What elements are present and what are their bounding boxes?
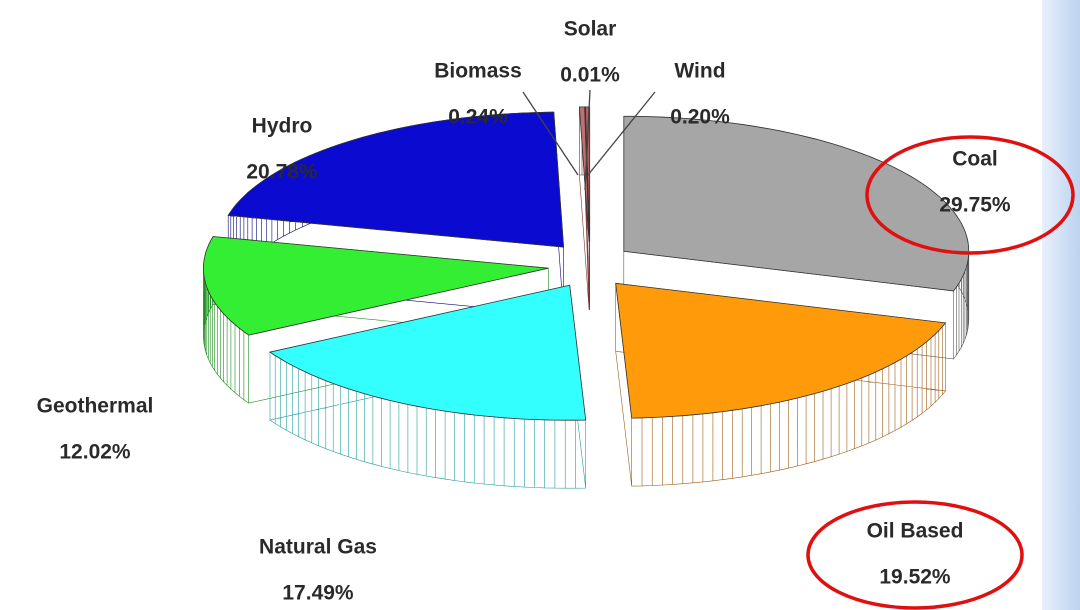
slice-label: Wind (674, 60, 725, 83)
slice-label: Solar (564, 18, 617, 41)
slice-value-label: 0.24% (448, 106, 508, 129)
leader-line (584, 89, 591, 191)
slice-value-label: 0.20% (670, 106, 730, 129)
slice-label: Natural Gas (259, 536, 377, 559)
slice-value-label: 12.02% (59, 441, 131, 464)
slice (269, 284, 587, 421)
leader-line (522, 91, 579, 176)
slice-value-label: 20.78% (246, 161, 318, 184)
slice (227, 111, 565, 248)
slice-value-label: 19.52% (879, 566, 951, 589)
slice (578, 106, 590, 242)
slice-value-label: 29.75% (939, 194, 1011, 217)
slice-label: Coal (952, 148, 998, 171)
side-stripe (1042, 0, 1080, 610)
slice-label: Biomass (434, 60, 522, 83)
slice-label: Hydro (252, 115, 313, 138)
highlight-circle (865, 135, 1075, 255)
slice (623, 115, 970, 292)
slice-label: Oil Based (867, 520, 964, 543)
highlight-circle (806, 500, 1024, 610)
slice-label: Geothermal (37, 395, 154, 418)
slice-value-label: 17.49% (282, 582, 354, 605)
labels: Coal 29.75% Oil Based 19.52% Natural Gas 17.4… (37, 18, 1011, 605)
slice-value-label: 0.01% (560, 64, 620, 87)
slice (202, 236, 549, 336)
slice (615, 282, 947, 419)
pie (202, 106, 970, 489)
leader-line (587, 91, 656, 176)
